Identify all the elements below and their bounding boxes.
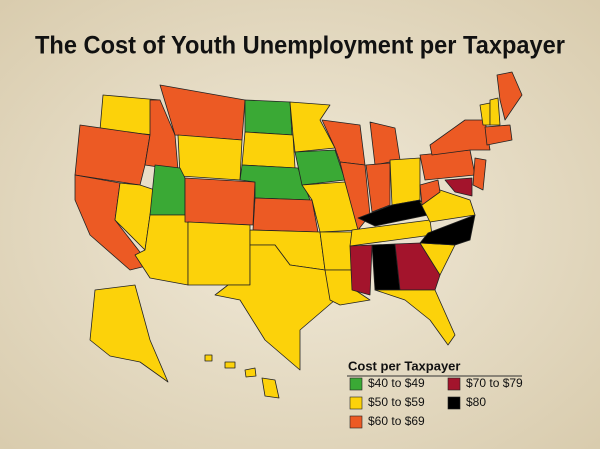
state <box>204 354 213 362</box>
legend-label: $50 to $59 <box>368 395 425 409</box>
state <box>374 289 456 346</box>
state <box>496 71 523 121</box>
state <box>184 177 256 226</box>
state <box>252 197 319 233</box>
state <box>244 99 293 136</box>
state <box>177 134 243 181</box>
state <box>74 124 151 186</box>
state <box>444 177 473 197</box>
legend-label: $70 to $79 <box>466 376 523 390</box>
state <box>484 124 513 146</box>
state <box>429 119 491 156</box>
state <box>489 97 501 126</box>
state <box>241 131 296 169</box>
state <box>149 164 186 216</box>
map-title: The Cost of Youth Unemployment per Taxpa… <box>35 32 565 60</box>
state <box>244 367 257 378</box>
state <box>419 149 476 181</box>
state <box>394 242 441 291</box>
state <box>187 221 251 286</box>
legend-label: $40 to $49 <box>368 376 425 390</box>
legend-label: $60 to $69 <box>368 414 425 428</box>
legend-swatch <box>349 396 363 410</box>
legend-swatch <box>349 415 363 429</box>
state <box>89 284 169 383</box>
state <box>301 181 361 233</box>
legend-title: Cost per Taxpayer <box>348 358 460 373</box>
state <box>419 179 441 206</box>
state <box>389 157 421 206</box>
state <box>365 162 391 213</box>
state <box>472 157 487 191</box>
legend-swatch <box>447 396 461 410</box>
state <box>261 377 280 399</box>
legend-swatch <box>349 377 363 391</box>
state <box>319 231 356 271</box>
state <box>224 361 236 369</box>
state <box>419 214 476 246</box>
states <box>74 71 523 399</box>
legend-swatch <box>447 377 461 391</box>
state <box>349 244 373 296</box>
state <box>339 161 371 231</box>
state <box>214 244 336 371</box>
legend: Cost per Taxpayer $40 to $49 $50 to $59 $6… <box>347 358 523 429</box>
legend-label: $80 <box>466 395 486 409</box>
